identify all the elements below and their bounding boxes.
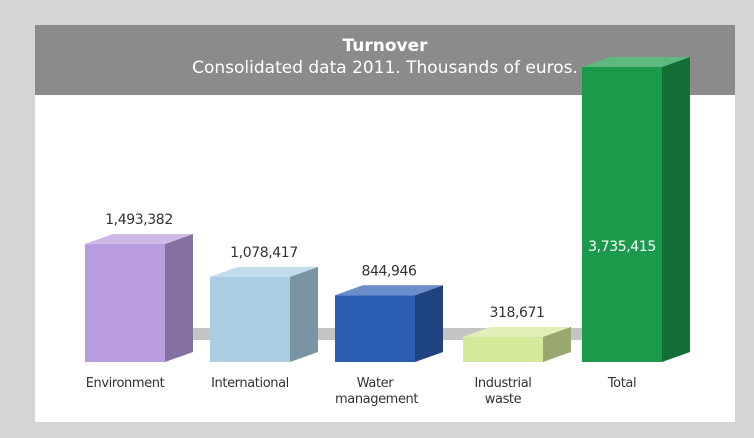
bar-side xyxy=(415,285,443,362)
chart-title: Turnover xyxy=(343,36,429,56)
chart-subtitle: Consolidated data 2011. Thousands of eur… xyxy=(192,58,578,78)
bar-top xyxy=(335,285,443,296)
bar-side-shade xyxy=(543,326,571,362)
bar-side xyxy=(165,234,193,362)
bar-top-light xyxy=(210,266,318,277)
bar-side xyxy=(662,57,690,362)
bar-side-shade xyxy=(415,285,443,362)
bar-side-shade xyxy=(662,57,690,362)
bar xyxy=(463,336,543,362)
bar-top-light xyxy=(335,285,443,296)
bar-top-light xyxy=(85,234,193,245)
value-label: 318,671 xyxy=(489,305,544,321)
bar-top xyxy=(582,57,690,67)
bar xyxy=(335,295,415,362)
value-label: 1,493,382 xyxy=(105,212,173,228)
value-label: 844,946 xyxy=(361,263,417,279)
bar xyxy=(210,276,290,362)
bar-side xyxy=(290,266,318,362)
category-label: Total xyxy=(607,376,637,391)
bar-top-light xyxy=(463,326,571,337)
value-label: 3,735,415 xyxy=(588,239,656,255)
category-label: International xyxy=(211,376,289,391)
value-label: 1,078,417 xyxy=(230,245,298,261)
bar xyxy=(85,244,165,362)
bar-top-light xyxy=(582,57,690,67)
bar-side-shade xyxy=(290,266,318,362)
category-label: Industrial waste xyxy=(474,376,532,407)
category-label: Environment xyxy=(85,376,165,391)
bar-side xyxy=(543,326,571,362)
category-label: Water management xyxy=(335,376,419,407)
bar-top xyxy=(85,234,193,245)
bar-top xyxy=(463,326,571,337)
bar xyxy=(582,67,662,362)
bar-side-shade xyxy=(165,234,193,362)
bar-top xyxy=(210,266,318,277)
